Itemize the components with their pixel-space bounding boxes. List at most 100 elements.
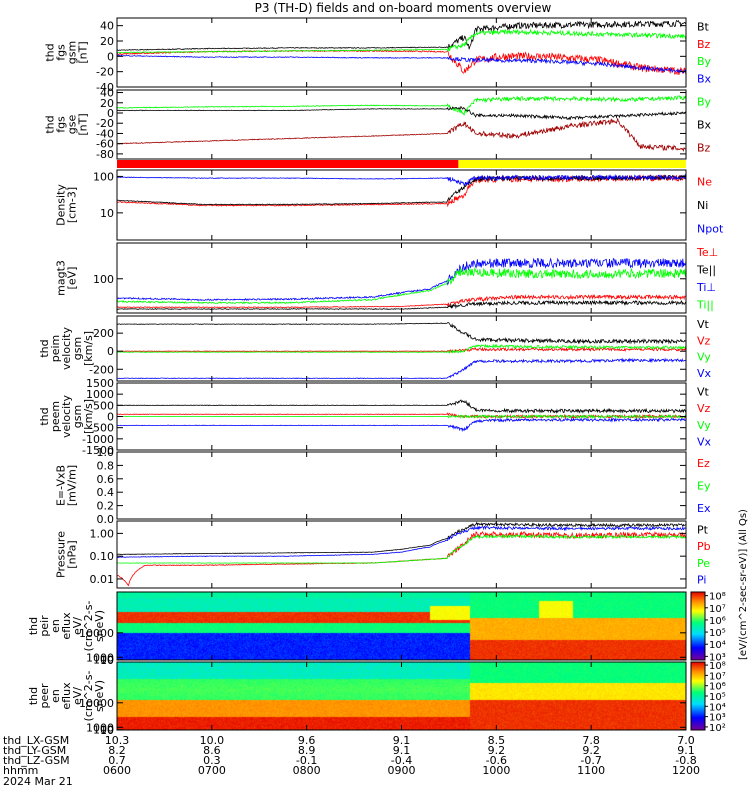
y-axis-label: [nT] <box>77 113 90 135</box>
series-line-te <box>117 293 686 309</box>
y-axis-label: gse <box>66 115 79 135</box>
colorbar-tick-label: 10⁸ <box>709 661 726 672</box>
series-line-bx <box>117 105 686 121</box>
y-tick-label: 100 <box>93 724 114 737</box>
legend-entry-pi: Pi <box>697 574 706 587</box>
y-tick-label: -60 <box>96 138 114 151</box>
y-axis-label: sr-eV) <box>93 680 106 712</box>
y-tick-label: 20 <box>100 97 114 110</box>
y-axis-label: (cm^2-s- <box>82 671 95 722</box>
y-axis-label: velocity <box>60 327 73 370</box>
y-tick-label: 0.10 <box>90 550 115 563</box>
y-tick-label: 0.8 <box>97 459 115 472</box>
y-axis-label: en <box>49 619 62 633</box>
x-annotation-row-label: thd_LY-GSM <box>3 744 66 757</box>
y-tick-label: -40 <box>96 81 114 94</box>
legend-entry-pt: Pt <box>697 523 709 536</box>
y-axis-label: sr-eV) <box>93 610 106 642</box>
series-group <box>117 399 686 433</box>
y-axis-label: fgs <box>55 116 68 133</box>
colorbar-tick-label: 10⁶ <box>709 616 726 627</box>
y-tick-label: -80 <box>96 148 114 161</box>
x-annotation-value: -0.1 <box>296 754 317 767</box>
y-tick-label: 1000 <box>86 651 114 664</box>
legend-entry-vx: Vx <box>697 367 712 380</box>
colorbar-tick-label: 10⁴ <box>709 702 726 713</box>
panel-efield: 1.00.80.60.40.20.0 E=-VxB[mV/m] Ez Ey Ex <box>55 446 711 526</box>
x-annotation-value: -0.8 <box>675 754 696 767</box>
y-axis-label: peim <box>49 335 62 363</box>
series-line-pt <box>117 521 686 555</box>
y-axis-label: E=-VxB <box>55 465 68 506</box>
x-annotation-value: 0700 <box>198 764 226 777</box>
series-line-npot <box>117 173 686 186</box>
x-annotation-value: 8.6 <box>203 744 221 757</box>
legend-entry-ez: Ez <box>697 457 710 470</box>
x-annotation-value: 9.1 <box>393 744 411 757</box>
x-annotation-value: -0.6 <box>486 754 507 767</box>
x-annotation-value: 1000 <box>482 764 510 777</box>
y-tick-label: -20 <box>96 117 114 130</box>
y-tick-label: -200 <box>89 363 114 376</box>
y-tick-label: 0 <box>107 411 114 424</box>
series-line-vt <box>117 399 686 414</box>
series-line-vy <box>117 414 686 420</box>
x-annotation-row-label: thd_LX-GSM <box>3 734 69 747</box>
panel-pressure: 1.00 0.10 0.01 Pressure[nPa] Pt Pb Pe Pi <box>55 520 711 589</box>
spectrogram-peer_en_eflux <box>117 662 686 730</box>
panels: 40200-20-40thdfgsgsm[nT]BtBzByBx40200-20… <box>27 17 749 737</box>
y-tick-label: 0.0 <box>97 513 115 526</box>
y-tick-label: 0 <box>107 50 114 63</box>
series-line-by <box>117 28 686 54</box>
x-annotation-value: 1200 <box>672 764 700 777</box>
legend-entry-bx: Bx <box>697 119 712 132</box>
y-axis-label: eV/ <box>71 617 84 635</box>
legend-entry-ex: Ex <box>697 502 711 515</box>
series-line-bt <box>117 19 686 51</box>
x-annotation-value: 10.0 <box>200 734 225 747</box>
series-line-pi <box>117 525 686 558</box>
y-tick-label: 10000 <box>79 627 114 640</box>
colorbar-peir_en_eflux <box>690 591 706 661</box>
legend-entry-ey: Ey <box>697 480 711 493</box>
x-annotation-value: 0900 <box>388 764 416 777</box>
y-tick-label: 0.6 <box>97 473 115 486</box>
spectrogram-peir_en_eflux <box>117 592 686 660</box>
y-tick-label: 10000 <box>79 697 114 710</box>
y-tick-label: 100 <box>93 170 114 183</box>
y-tick-label: 1000 <box>86 721 114 734</box>
y-axis-label: thd <box>27 617 40 635</box>
x-annotation-value: 7.8 <box>582 734 600 747</box>
legend-entry-vz: Vz <box>697 402 711 415</box>
series-line-vx <box>117 417 686 433</box>
y-tick-label: 100 <box>93 654 114 667</box>
colorbar-tick-label: 10⁵ <box>709 628 726 639</box>
y-axis-label: [mV/m] <box>66 465 79 506</box>
series-line-bz <box>117 118 686 153</box>
series-line-pe <box>117 533 686 564</box>
y-axis-label: gsm <box>71 405 84 428</box>
y-axis-label: thd <box>44 115 57 133</box>
legend-entry-te: Te|| <box>696 263 716 276</box>
series-group <box>117 322 686 380</box>
x-annotation-value: 8.9 <box>298 744 316 757</box>
colorbar-tick-label: 10⁷ <box>709 604 726 615</box>
legend-entry-bz: Bz <box>697 38 711 51</box>
y-axis-label: magt3 <box>55 260 68 296</box>
colorbar-label: [eV/(cm^2-sec-sr-eV)] (All Qs) <box>738 509 749 660</box>
y-tick-label: 0 <box>107 107 114 120</box>
y-tick-label: -500 <box>89 422 114 435</box>
y-axis-label: eflux <box>60 682 73 710</box>
y-axis-label: Pressure <box>55 531 68 578</box>
y-tick-label: 10 <box>100 654 114 667</box>
panel-frame <box>116 520 687 589</box>
y-tick-label: 200 <box>93 327 114 340</box>
x-annotation-value: -0.7 <box>580 754 601 767</box>
y-axis-label: thd <box>27 687 40 705</box>
colorbar-tick-label: 10⁴ <box>709 640 726 651</box>
y-tick-label: 0 <box>107 345 114 358</box>
legend-entry-ti: Ti|| <box>696 298 714 311</box>
series-line-ni <box>117 174 686 206</box>
